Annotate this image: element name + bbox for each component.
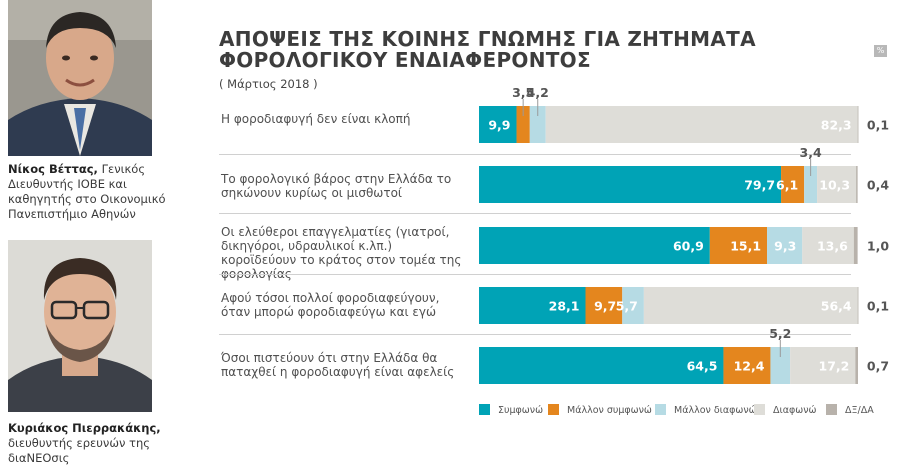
legend-swatch	[826, 404, 837, 415]
legend-label: Μάλλον συμφωνώ	[567, 405, 652, 416]
data-label: 9,9	[488, 118, 510, 133]
data-label: 82,3	[821, 118, 852, 133]
legend-swatch	[479, 404, 490, 415]
photo-nikos-vettas	[8, 0, 152, 156]
data-label: 6,1	[776, 178, 798, 193]
data-label: 60,9	[673, 239, 704, 254]
bar-segment	[545, 106, 858, 143]
bar-segment	[856, 166, 858, 203]
data-label: 9,3	[774, 239, 796, 254]
legend-item: Συμφωνώ	[479, 404, 543, 417]
legend-item: Διαφωνώ	[754, 404, 816, 417]
legend-item: Μάλλον διαφωνώ	[655, 404, 757, 417]
data-label: 56,4	[821, 299, 852, 314]
bar-segment	[585, 287, 623, 324]
legend-label: Διαφωνώ	[773, 405, 817, 416]
row-divider	[219, 274, 851, 275]
bar-segment	[529, 106, 546, 143]
person-name: Κυριάκος Πιερρακάκης,	[8, 421, 161, 435]
data-label: 15,1	[730, 239, 761, 254]
legend-swatch	[548, 404, 559, 415]
data-label: 0,1	[867, 299, 889, 314]
legend-item: ΔΞ/ΔΑ	[826, 404, 874, 417]
data-label: 3,5	[512, 85, 534, 100]
caption-nikos-vettas: Νίκος Βέττας, Γενικός Διευθυντής ΙΟΒΕ κα…	[8, 162, 168, 222]
bar-segment	[723, 347, 771, 384]
bar-segment	[790, 347, 856, 384]
data-label: 64,5	[687, 359, 718, 374]
data-label: 0,4	[867, 178, 889, 193]
chart-title: ΑΠΟΨΕΙΣ ΤΗΣ ΚΟΙΝΗΣ ΓΝΩΜΗΣ ΓΙΑ ΖΗΤΗΜΑΤΑ Φ…	[219, 27, 756, 72]
bar-segment	[479, 166, 782, 203]
bar-segment	[479, 227, 710, 264]
bar-segment	[479, 287, 586, 324]
data-label: 12,4	[734, 359, 765, 374]
bar-segment	[857, 287, 859, 324]
portrait-nikos-vettas	[8, 0, 152, 156]
data-label: 3,4	[800, 145, 822, 160]
bar-segment	[622, 287, 644, 324]
data-label: 9,7	[594, 299, 616, 314]
person-description: Γενικός Διευθυντής ΙΟΒΕ και καθηγητής στ…	[8, 162, 166, 221]
data-label: 5,2	[769, 326, 791, 341]
bar-segment	[770, 347, 791, 384]
row-label: Αφού τόσοι πολλοί φοροδιαφεύγουν, όταν μ…	[221, 291, 440, 319]
data-label: 5,7	[616, 299, 638, 314]
legend-label: ΔΞ/ΔΑ	[845, 405, 874, 416]
data-label: 10,3	[819, 178, 850, 193]
row-divider	[219, 213, 851, 214]
bar-segment	[479, 106, 517, 143]
photo-kyriakos-pierrakakis	[8, 240, 152, 412]
data-label: 4,2	[527, 85, 549, 100]
bar-segment	[853, 227, 858, 264]
legend: Συμφωνώ Μάλλον συμφωνώ Μάλλον διαφωνώ Δι…	[479, 404, 899, 418]
bar-segment	[802, 227, 854, 264]
bar-segment	[709, 227, 768, 264]
row-divider	[219, 334, 851, 335]
bar-segment	[804, 166, 818, 203]
chart-subtitle: ( Μάρτιος 2018 )	[219, 77, 318, 91]
bar-segment	[817, 166, 857, 203]
data-label: 13,6	[817, 239, 848, 254]
bar-segment	[767, 227, 803, 264]
bar-segment	[479, 347, 724, 384]
row-label: Η φοροδιαφυγή δεν είναι κλοπή	[221, 112, 411, 126]
row-label: Όσοι πιστεύουν ότι στην Ελλάδα θα παταχθ…	[221, 351, 455, 379]
portrait-kyriakos-pierrakakis	[8, 240, 152, 412]
person-name: Νίκος Βέττας,	[8, 162, 98, 176]
bar-segment	[855, 347, 858, 384]
data-label: 1,0	[867, 239, 889, 254]
row-divider	[219, 154, 851, 155]
data-label: 28,1	[549, 299, 580, 314]
percent-badge: %	[874, 45, 887, 57]
legend-item: Μάλλον συμφωνώ	[548, 404, 652, 417]
legend-label: Συμφωνώ	[498, 405, 544, 416]
bar-segment	[781, 166, 805, 203]
legend-swatch	[655, 404, 666, 415]
data-label: 79,7	[744, 178, 775, 193]
legend-swatch	[754, 404, 765, 415]
data-label: 0,1	[867, 118, 889, 133]
data-label: 0,7	[867, 359, 889, 374]
data-label: 17,2	[819, 359, 850, 374]
bar-segment	[857, 106, 859, 143]
bar-segment	[643, 287, 858, 324]
row-label: Το φορολογικό βάρος στην Ελλάδα το σηκών…	[221, 172, 452, 200]
legend-label: Μάλλον διαφωνώ	[674, 405, 757, 416]
bar-segment	[516, 106, 530, 143]
row-label: Οι ελεύθεροι επαγγελματίες (γιατροί, δικ…	[221, 225, 462, 281]
